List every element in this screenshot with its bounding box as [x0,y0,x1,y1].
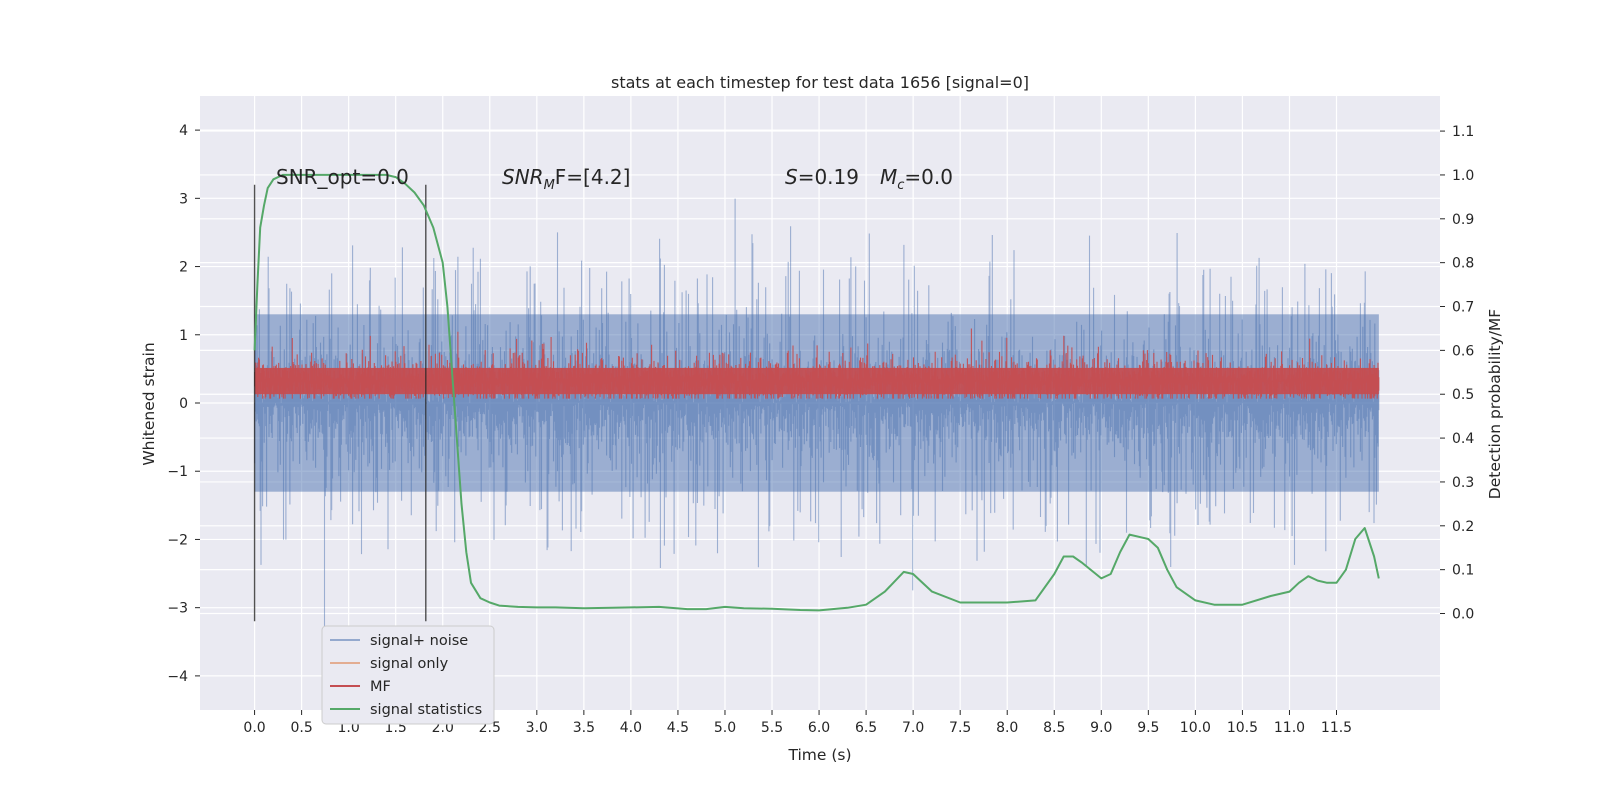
y2-tick-label: 0.2 [1452,519,1474,535]
legend-item-signal-only: signal only [330,656,449,672]
y2-tick-label: 1.0 [1452,168,1474,184]
y2-tick-label: 0.9 [1452,212,1474,228]
x-axis-label: Time (s) [787,746,851,764]
x-tick-label: 4.5 [667,720,689,736]
signal-noise-series [254,198,1380,633]
legend-label-signal-only: signal only [370,656,449,672]
s-annotation: S=0.19 [785,165,859,189]
vertical-markers [253,184,427,622]
x-tick-label: 10.5 [1227,720,1258,736]
y2-tick-label: 1.1 [1452,124,1474,140]
y-tick-label: −3 [167,601,188,617]
x-tick-label: 10.0 [1180,720,1211,736]
x-tick-label: 7.5 [949,720,971,736]
s-symbol: S [785,165,798,189]
y2-tick-label: 0.6 [1452,343,1474,359]
y2-tick-label: 0.0 [1452,607,1474,623]
x-tick-label: 8.0 [996,720,1018,736]
mc-symbol: M [880,165,897,189]
x-tick-label: 7.0 [902,720,924,736]
y-tick-label: 0 [179,396,188,412]
legend-box [321,625,495,725]
x-tick-label: 9.0 [1090,720,1112,736]
x-tick-label: 4.0 [620,720,642,736]
s-value: =0.19 [798,165,859,189]
signal-statistics-series [253,173,1380,612]
y-tick-label: 4 [179,123,188,139]
tick-labels: 0.0 0.5 1.0 1.5 2.0 2.5 3.0 3.5 4.0 4.5 5.0 5.5 6.0 6… [167,123,1474,736]
x-tick-label: 9.5 [1137,720,1159,736]
y-tick-label: −1 [167,464,188,480]
snr-mf-subscript: M [544,178,555,193]
legend: signal+ noise signal only MF signal stat… [321,625,495,725]
snr-mf-annotation: SNRMF=[4.2] [502,165,630,193]
y2-tick-label: 0.7 [1452,300,1474,316]
y-tick-label: 3 [179,191,188,207]
snr-opt-annotation: SNR_opt=0.0 [276,165,409,189]
legend-label-mf: MF [370,679,391,695]
snr-mf-value: F=[4.2] [555,165,631,189]
signal-statistics-line [253,173,1380,612]
legend-item-signal-noise: signal+ noise [330,633,468,649]
x-tick-label: 6.5 [855,720,877,736]
x-tick-label: 3.5 [573,720,595,736]
x-tick-label: 0.0 [243,720,265,736]
y-tick-label: 1 [179,328,188,344]
mc-value: =0.0 [904,165,953,189]
x-tick-label: 5.0 [714,720,736,736]
x-tick-label: 6.0 [808,720,830,736]
x-tick-label: 8.5 [1043,720,1065,736]
y-tick-label: 2 [179,260,188,276]
y2-tick-label: 0.4 [1452,431,1474,447]
mc-annotation: Mc=0.0 [880,165,953,193]
legend-label-signal-statistics: signal statistics [370,702,482,718]
snr-mf-symbol: SNR [502,165,544,189]
x-tick-label: 3.0 [526,720,548,736]
x-tick-label: 0.5 [290,720,312,736]
mc-subscript: c [897,178,904,193]
y2-tick-label: 0.3 [1452,475,1474,491]
y2-tick-label: 0.8 [1452,256,1474,272]
legend-label-signal-noise: signal+ noise [370,633,468,649]
y-axis-label: Whitened strain [140,342,158,465]
x-tick-label: 11.5 [1321,720,1352,736]
x-tick-label: 5.5 [761,720,783,736]
y2-axis-label: Detection probability/MF [1486,309,1504,500]
legend-item-signal-statistics: signal statistics [330,702,482,718]
y2-tick-label: 0.1 [1452,563,1474,579]
y-tick-label: −4 [167,669,188,685]
chart-title: stats at each timestep for test data 165… [611,73,1029,92]
legend-item-mf: MF [330,679,391,695]
y2-tick-label: 0.5 [1452,387,1474,403]
y-tick-label: −2 [167,532,188,548]
x-tick-label: 11.0 [1274,720,1305,736]
